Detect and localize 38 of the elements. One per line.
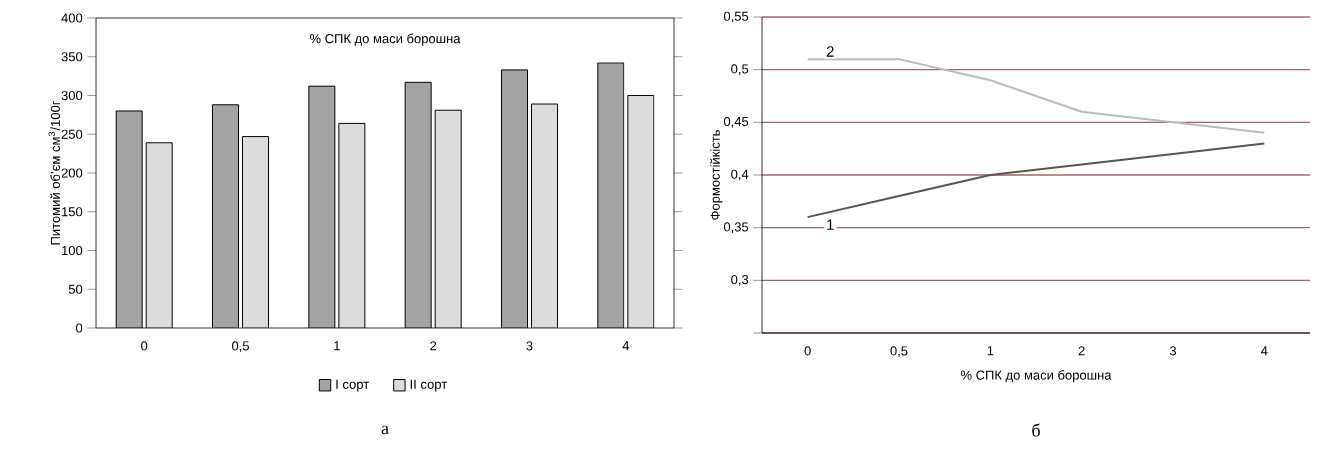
y-tick-label: 50 — [68, 284, 83, 294]
y-tick-label: 0,35 — [723, 222, 749, 234]
y-tick-label: 0,45 — [723, 116, 749, 128]
y-tick-label: 400 — [61, 13, 83, 23]
x-tick-label: 2 — [430, 341, 437, 351]
x-axis-title: % СПК до маси борошна — [309, 33, 461, 46]
legend-label: II сорт — [410, 379, 447, 392]
y-tick-label: 250 — [61, 129, 83, 139]
series-label: 1 — [827, 219, 834, 230]
x-tick-label: 0 — [141, 341, 148, 351]
text: а — [381, 425, 389, 435]
x-tick-label: 0,5 — [231, 341, 249, 352]
text: б — [1032, 423, 1040, 437]
y-axis-title: Питомий об’єм см$^{3}$/100г — [48, 100, 60, 245]
x-tick-label: 3 — [1169, 346, 1177, 356]
y-tick-label: 0,55 — [723, 11, 749, 23]
y-tick-label: 0,3 — [731, 274, 749, 286]
legend-label: I сорт — [336, 379, 369, 392]
x-tick-label: 1 — [987, 346, 994, 356]
x-tick-label: 4 — [622, 341, 630, 351]
y-tick-label: 350 — [61, 52, 83, 62]
x-tick-label: 1 — [334, 341, 340, 351]
y-tick-label: 150 — [62, 207, 83, 217]
x-tick-label: 0 — [804, 346, 811, 356]
y-axis-title: Формостійкість — [710, 130, 723, 220]
series-label: 2 — [826, 46, 834, 57]
y-tick-label: 300 — [61, 90, 83, 101]
x-axis-title: % СПК до маси борошна — [960, 370, 1112, 383]
y-tick-label: 0,5 — [731, 64, 749, 76]
line-series — [806, 58, 1266, 134]
y-tick-label: 100 — [62, 245, 83, 256]
x-tick-label: 3 — [526, 341, 533, 351]
y-tick-label: 0 — [76, 323, 83, 333]
y-tick-label: 0,4 — [731, 169, 749, 181]
x-tick-label: 4 — [1261, 346, 1268, 356]
x-tick-label: 2 — [1078, 346, 1085, 356]
y-tick-label: 200 — [61, 168, 83, 178]
x-tick-label: 0,5 — [890, 346, 908, 357]
